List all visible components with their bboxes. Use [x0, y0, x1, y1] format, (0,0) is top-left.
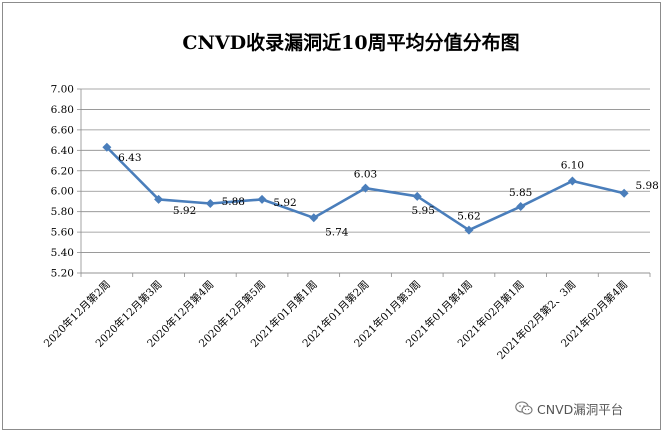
data-point — [516, 202, 526, 212]
data-point — [464, 225, 474, 235]
data-label: 5.85 — [509, 187, 532, 199]
y-tick-label: 5.40 — [51, 247, 74, 259]
y-tick-label: 6.80 — [51, 104, 74, 116]
data-point — [309, 213, 319, 223]
data-point — [102, 142, 112, 152]
y-tick-label: 5.60 — [51, 227, 74, 239]
data-point — [619, 188, 629, 198]
data-point — [361, 183, 370, 193]
gridlines — [81, 88, 650, 274]
y-tick-label: 6.00 — [51, 186, 74, 198]
data-point — [154, 194, 164, 204]
data-point — [412, 191, 422, 201]
y-tick-label: 6.20 — [51, 165, 74, 177]
data-point — [567, 176, 577, 186]
data-label: 5.92 — [273, 197, 296, 209]
x-axis: 2020年12月第2周2020年12月第3周2020年12月第4周2020年12… — [41, 272, 651, 362]
data-label: 5.88 — [222, 196, 245, 208]
series-line: 6.43 5.92 5.88 5.92 5.74 6.03 5.95 5.62 5.85 6.10… — [102, 142, 659, 238]
data-point — [257, 194, 267, 204]
line-chart: CNVD收录漏洞近10周平均分值分布图 5.20 5.40 5.60 5.80 6.00… — [41, 31, 659, 362]
data-label: 5.74 — [325, 226, 349, 238]
data-label: 5.62 — [457, 211, 480, 223]
y-tick-label: 5.80 — [51, 206, 74, 218]
watermark: CNVD漏洞平台 — [515, 399, 623, 417]
y-tick-label: 5.20 — [51, 268, 74, 280]
chart-frame: CNVD收录漏洞近10周平均分值分布图 5.20 5.40 5.60 5.80 6.00… — [2, 2, 661, 430]
data-label: 6.43 — [118, 152, 141, 164]
y-tick-label: 6.60 — [51, 124, 74, 136]
y-axis: 5.20 5.40 5.60 5.80 6.00 6.20 6.40 6.60 6.80 7.00 — [51, 84, 82, 280]
wechat-icon — [515, 401, 533, 415]
y-tick-label: 7.00 — [51, 84, 74, 96]
data-label: 6.10 — [561, 160, 584, 172]
data-label: 5.92 — [173, 205, 196, 217]
data-label: 5.95 — [412, 205, 435, 217]
y-tick-label: 6.40 — [51, 145, 74, 157]
data-label: 5.98 — [635, 180, 658, 192]
watermark-text: CNVD漏洞平台 — [537, 401, 624, 417]
data-point — [205, 198, 215, 208]
data-label: 6.03 — [354, 169, 377, 181]
chart-title: CNVD收录漏洞近10周平均分值分布图 — [182, 31, 519, 54]
